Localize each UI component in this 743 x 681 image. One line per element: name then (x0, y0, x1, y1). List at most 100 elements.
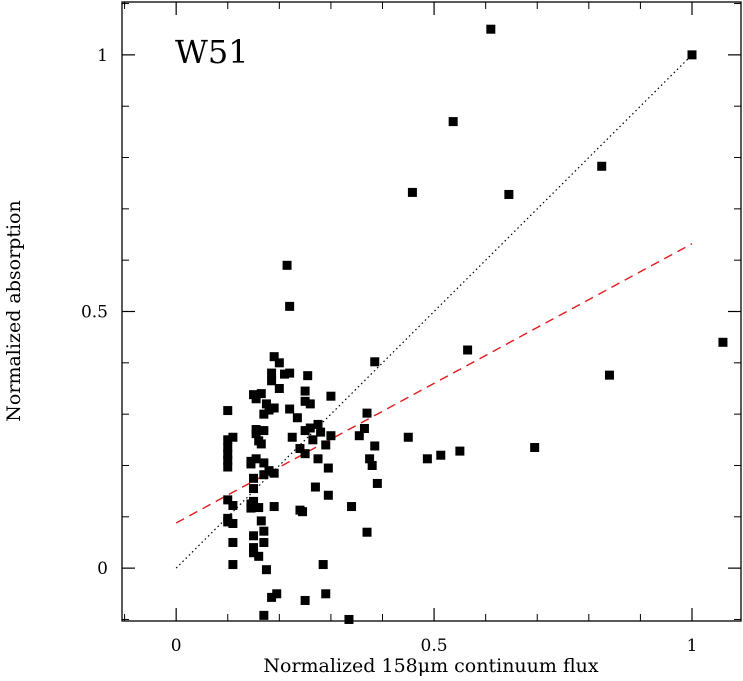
data-point (228, 501, 238, 511)
data-point (687, 50, 697, 60)
data-point (249, 473, 259, 483)
data-point (285, 404, 295, 414)
data-point (422, 454, 432, 464)
data-point (300, 396, 310, 406)
data-point (305, 423, 315, 433)
data-point (267, 376, 277, 386)
data-point (530, 443, 540, 453)
data-point (448, 117, 458, 127)
data-point (264, 466, 274, 476)
data-point (264, 405, 274, 415)
data-point (279, 369, 289, 379)
data-point (259, 537, 269, 547)
y-tick-label: 0 (97, 559, 108, 579)
axis-ticks: 0 0.5 1 0 0.5 1 (81, 2, 741, 656)
data-point (269, 403, 279, 413)
data-point (223, 443, 233, 453)
data-point (308, 435, 318, 445)
data-point (269, 502, 279, 512)
data-point (249, 543, 259, 553)
data-point (326, 431, 336, 441)
data-points (223, 24, 728, 624)
data-point (251, 394, 261, 404)
data-point (298, 507, 308, 517)
data-point (463, 345, 473, 355)
data-point (597, 161, 607, 171)
data-point (326, 391, 336, 401)
data-point (246, 503, 256, 513)
y-axis-label: Normalized absorption (3, 200, 25, 421)
data-point (274, 358, 284, 368)
data-point (269, 352, 279, 362)
data-point (310, 482, 320, 492)
data-point (259, 526, 269, 536)
data-point (604, 370, 614, 380)
data-point (370, 441, 380, 451)
data-point (365, 454, 375, 464)
data-point (486, 24, 496, 34)
data-point (455, 446, 465, 456)
data-point (223, 406, 233, 416)
y-tick-label: 0.5 (81, 303, 108, 323)
data-point (436, 450, 446, 460)
data-point (259, 409, 269, 419)
data-point (372, 478, 382, 488)
data-point (228, 537, 238, 547)
data-point (285, 301, 295, 311)
data-point (282, 260, 292, 270)
data-point (267, 368, 277, 378)
data-point (251, 429, 261, 439)
data-point (313, 454, 323, 464)
data-point (344, 614, 354, 624)
data-point (254, 503, 264, 513)
data-point (251, 454, 261, 464)
data-point (300, 595, 310, 605)
data-point (323, 490, 333, 500)
data-point (323, 463, 333, 473)
data-point (249, 484, 259, 494)
data-point (223, 517, 233, 527)
data-point (249, 496, 259, 506)
data-point (249, 531, 259, 541)
data-point (362, 527, 372, 537)
data-point (259, 426, 269, 436)
data-point (313, 419, 323, 429)
data-point (367, 460, 377, 470)
axis-labels: W51 Normalized 158μm continuum flux Norm… (3, 33, 599, 677)
data-point (274, 383, 284, 393)
data-point (256, 439, 266, 449)
data-point (223, 462, 233, 472)
data-point (223, 455, 233, 465)
data-point (403, 432, 413, 442)
data-point (254, 551, 264, 561)
data-point (223, 449, 233, 459)
data-point (228, 432, 238, 442)
data-point (407, 187, 417, 197)
data-point (259, 458, 269, 468)
panel-title: W51 (175, 33, 249, 71)
x-axis-label: Normalized 158μm continuum flux (263, 655, 598, 677)
data-point (261, 565, 271, 575)
data-point (256, 516, 266, 526)
data-point (259, 610, 269, 620)
data-point (249, 548, 259, 558)
data-point (305, 399, 315, 409)
data-point (354, 431, 364, 441)
data-point (223, 435, 233, 445)
x-tick-label: 1 (687, 636, 698, 656)
data-point (267, 592, 277, 602)
data-point (223, 495, 233, 505)
data-point (261, 399, 271, 409)
data-point (321, 440, 331, 450)
plot-frame (121, 1, 742, 622)
data-point (246, 459, 256, 469)
data-point (292, 413, 302, 423)
data-point (318, 560, 328, 570)
data-point (269, 468, 279, 478)
data-point (256, 389, 266, 399)
data-point (285, 368, 295, 378)
data-point (228, 518, 238, 528)
data-point (321, 589, 331, 599)
data-point (504, 189, 514, 199)
